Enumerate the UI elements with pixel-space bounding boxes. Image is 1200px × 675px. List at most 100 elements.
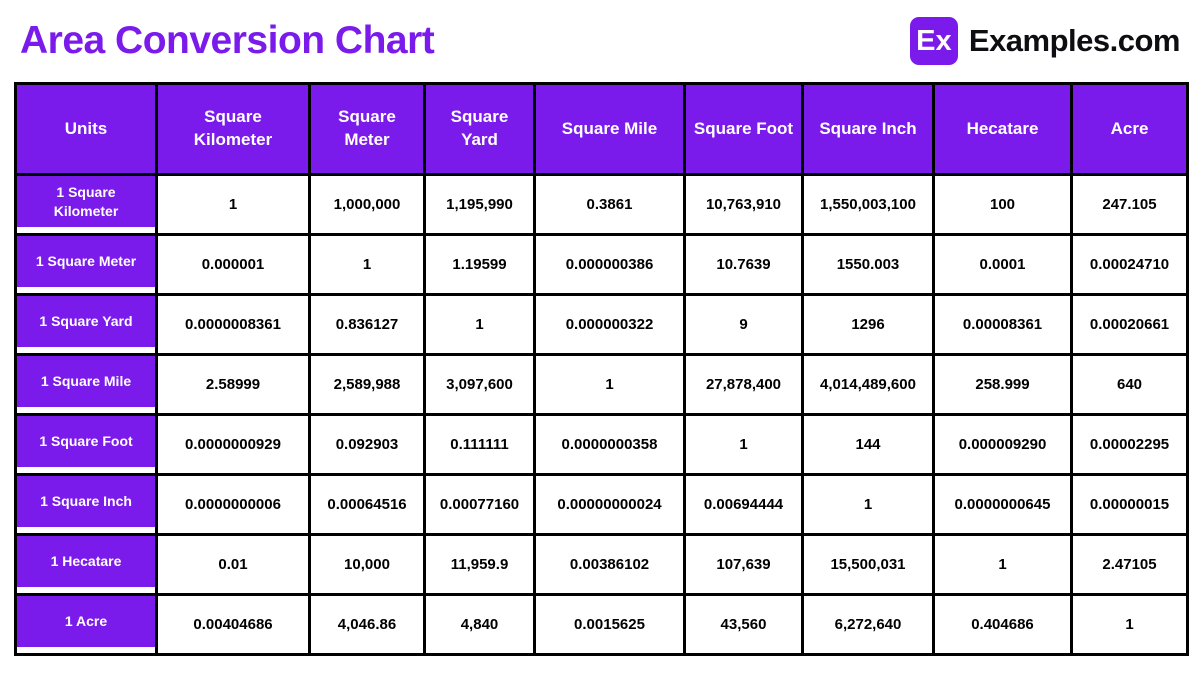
column-header-square-mile: Square Mile xyxy=(533,82,686,176)
table-cell: 11,959.9 xyxy=(423,533,536,596)
area-conversion-table: Units Square Kilometer Square Meter Square … xyxy=(14,82,1189,656)
row-label-cell: 1 Square Meter xyxy=(14,233,158,296)
row-label: 1 Square Inch xyxy=(17,476,155,527)
table-cell: 1 xyxy=(801,473,935,536)
table-cell: 0.0000008361 xyxy=(155,293,311,356)
row-label-cell: 1 Square Foot xyxy=(14,413,158,476)
row-label-cell: 1 Hecatare xyxy=(14,533,158,596)
page-header: Area Conversion Chart Ex Examples.com xyxy=(0,0,1200,82)
table-cell: 0.836127 xyxy=(308,293,426,356)
table-cell: 0.000000386 xyxy=(533,233,686,296)
table-cell: 1296 xyxy=(801,293,935,356)
brand-logo: Ex Examples.com xyxy=(909,17,1181,65)
table-cell: 4,840 xyxy=(423,593,536,656)
table-cell: 107,639 xyxy=(683,533,804,596)
page-title: Area Conversion Chart xyxy=(20,19,435,62)
table-cell: 0.00064516 xyxy=(308,473,426,536)
table-cell: 0.00000000024 xyxy=(533,473,686,536)
table-row-1-square-yard: 1 Square Yard 0.0000008361 0.836127 1 0.0000… xyxy=(14,293,1189,356)
table-cell: 0.000009290 xyxy=(932,413,1073,476)
table-cell: 1 xyxy=(533,353,686,416)
column-header-square-meter: Square Meter xyxy=(308,82,426,176)
row-label-cell: 1 Square Mile xyxy=(14,353,158,416)
table-cell: 6,272,640 xyxy=(801,593,935,656)
table-cell: 0.00404686 xyxy=(155,593,311,656)
column-header-hecatare: Hecatare xyxy=(932,82,1073,176)
row-label-cell: 1 Square Kilometer xyxy=(14,173,158,236)
table-cell: 258.999 xyxy=(932,353,1073,416)
table-cell: 0.092903 xyxy=(308,413,426,476)
row-label: 1 Square Meter xyxy=(17,236,155,287)
table-cell: 0.0015625 xyxy=(533,593,686,656)
table-cell: 0.000000322 xyxy=(533,293,686,356)
table-cell: 100 xyxy=(932,173,1073,236)
table-cell: 2.47105 xyxy=(1070,533,1189,596)
row-label: 1 Square Yard xyxy=(17,296,155,347)
table-cell: 4,014,489,600 xyxy=(801,353,935,416)
row-label-cell: 1 Acre xyxy=(14,593,158,656)
table-body: 1 Square Kilometer 1 1,000,000 1,195,990 0.3… xyxy=(14,173,1189,656)
column-header-square-yard: Square Yard xyxy=(423,82,536,176)
column-header-acre: Acre xyxy=(1070,82,1189,176)
table-cell: 0.00077160 xyxy=(423,473,536,536)
table-cell: 0.00002295 xyxy=(1070,413,1189,476)
table-row-1-acre: 1 Acre 0.00404686 4,046.86 4,840 0.0015625 43… xyxy=(14,593,1189,656)
table-row-1-square-mile: 1 Square Mile 2.58999 2,589,988 3,097,600 1 2… xyxy=(14,353,1189,416)
table-cell: 9 xyxy=(683,293,804,356)
table-cell: 0.00020661 xyxy=(1070,293,1189,356)
table-cell: 0.00694444 xyxy=(683,473,804,536)
table-cell: 1 xyxy=(683,413,804,476)
column-header-units: Units xyxy=(14,82,158,176)
table-cell: 0.0000000006 xyxy=(155,473,311,536)
column-header-square-foot: Square Foot xyxy=(683,82,804,176)
table-cell: 1,550,003,100 xyxy=(801,173,935,236)
table-cell: 0.0001 xyxy=(932,233,1073,296)
table-cell: 0.0000000358 xyxy=(533,413,686,476)
brand-name: Examples.com xyxy=(968,23,1181,58)
table-cell: 2,589,988 xyxy=(308,353,426,416)
row-label-cell: 1 Square Inch xyxy=(14,473,158,536)
table-cell: 0.3861 xyxy=(533,173,686,236)
table-row-1-square-inch: 1 Square Inch 0.0000000006 0.00064516 0.000… xyxy=(14,473,1189,536)
table-cell: 0.0000000929 xyxy=(155,413,311,476)
table-cell: 0.000001 xyxy=(155,233,311,296)
table-container: Units Square Kilometer Square Meter Square … xyxy=(0,82,1200,656)
table-cell: 0.00024710 xyxy=(1070,233,1189,296)
table-cell: 43,560 xyxy=(683,593,804,656)
column-header-square-kilometer: Square Kilometer xyxy=(155,82,311,176)
brand-logo-icon: Ex xyxy=(909,17,958,65)
table-cell: 0.00000015 xyxy=(1070,473,1189,536)
row-label: 1 Square Foot xyxy=(17,416,155,467)
table-cell: 0.00386102 xyxy=(533,533,686,596)
table-cell: 1 xyxy=(932,533,1073,596)
table-cell: 10,000 xyxy=(308,533,426,596)
table-cell: 640 xyxy=(1070,353,1189,416)
column-header-square-inch: Square Inch xyxy=(801,82,935,176)
table-cell: 1 xyxy=(155,173,311,236)
row-label-cell: 1 Square Yard xyxy=(14,293,158,356)
table-cell: 0.111111 xyxy=(423,413,536,476)
table-cell: 1,000,000 xyxy=(308,173,426,236)
row-label: 1 Acre xyxy=(17,596,155,647)
table-row-1-square-foot: 1 Square Foot 0.0000000929 0.092903 0.11111… xyxy=(14,413,1189,476)
table-cell: 10.7639 xyxy=(683,233,804,296)
table-cell: 144 xyxy=(801,413,935,476)
table-cell: 1 xyxy=(1070,593,1189,656)
header-row: Units Square Kilometer Square Meter Square … xyxy=(14,82,1189,176)
table-cell: 1550.003 xyxy=(801,233,935,296)
table-cell: 15,500,031 xyxy=(801,533,935,596)
table-cell: 4,046.86 xyxy=(308,593,426,656)
table-cell: 27,878,400 xyxy=(683,353,804,416)
table-cell: 1.19599 xyxy=(423,233,536,296)
row-label: 1 Square Kilometer xyxy=(17,176,155,227)
table-cell: 247.105 xyxy=(1070,173,1189,236)
table-cell: 0.01 xyxy=(155,533,311,596)
row-label: 1 Square Mile xyxy=(17,356,155,407)
table-cell: 1 xyxy=(423,293,536,356)
table-cell: 1 xyxy=(308,233,426,296)
table-cell: 10,763,910 xyxy=(683,173,804,236)
table-header-row: Units Square Kilometer Square Meter Square … xyxy=(14,82,1189,176)
table-row-1-square-kilometer: 1 Square Kilometer 1 1,000,000 1,195,990 0.3… xyxy=(14,173,1189,236)
table-cell: 0.0000000645 xyxy=(932,473,1073,536)
table-cell: 0.404686 xyxy=(932,593,1073,656)
